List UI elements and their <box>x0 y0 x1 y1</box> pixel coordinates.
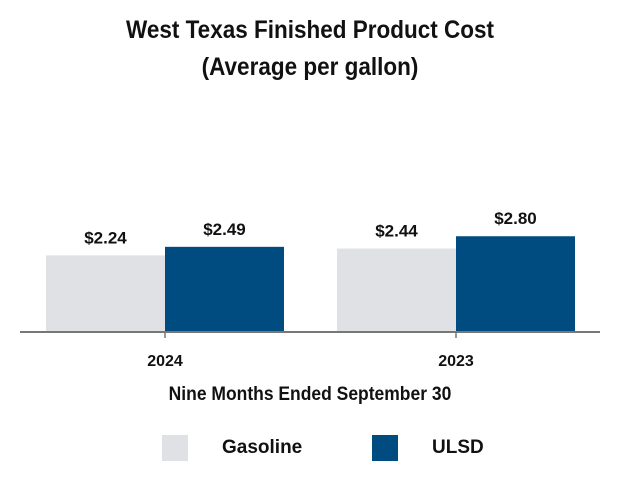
bar-ulsd-2023 <box>456 236 575 332</box>
legend-swatch-ulsd <box>372 435 398 461</box>
bar-gasoline-2023 <box>337 248 456 332</box>
legend: Gasoline ULSD <box>0 435 620 463</box>
data-label-gasoline-2024: $2.24 <box>84 228 127 247</box>
data-label-gasoline-2023: $2.44 <box>375 222 418 241</box>
legend-item-ulsd: ULSD <box>372 435 484 461</box>
x-tick-label-2023: 2023 <box>438 353 474 370</box>
data-label-ulsd-2023: $2.80 <box>494 209 537 228</box>
chart-title: West Texas Finished Product Cost <box>126 16 494 44</box>
x-axis-label: Nine Months Ended September 30 <box>168 384 452 405</box>
chart-subtitle: (Average per gallon) <box>201 53 419 81</box>
bar-gasoline-2024 <box>46 255 165 332</box>
legend-label-gasoline: Gasoline <box>222 437 303 458</box>
legend-label-ulsd: ULSD <box>432 437 484 458</box>
x-tick-label-2024: 2024 <box>147 353 183 370</box>
data-label-ulsd-2024: $2.49 <box>203 220 246 239</box>
legend-swatch-gasoline <box>162 435 188 461</box>
bar-ulsd-2024 <box>165 246 284 332</box>
legend-item-gasoline: Gasoline <box>162 435 302 461</box>
